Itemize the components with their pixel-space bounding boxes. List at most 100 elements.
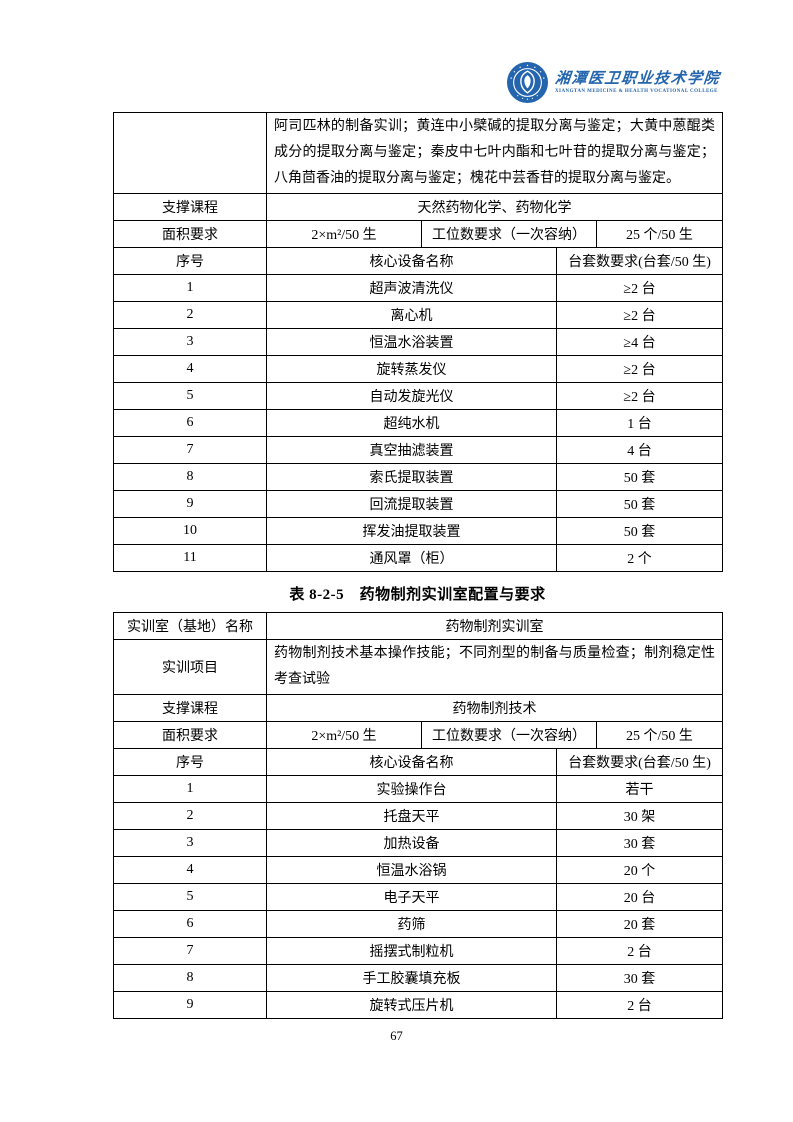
equipment-no: 8 — [113, 463, 267, 491]
equipment-qty: 50 套 — [556, 517, 723, 545]
equipment-qty: ≥2 台 — [556, 274, 723, 302]
area-label: 面积要求 — [113, 220, 267, 248]
support-course-label: 支撑课程 — [113, 694, 267, 722]
empty-label-cell — [113, 112, 267, 194]
equipment-no: 6 — [113, 910, 267, 938]
equipment-header-row: 序号 核心设备名称 台套数要求(台套/50 生) — [113, 748, 723, 776]
equipment-row: 2 托盘天平 30 架 — [113, 802, 723, 830]
equipment-row: 3 加热设备 30 套 — [113, 829, 723, 857]
equipment-no: 3 — [113, 328, 267, 356]
equipment-qty: 2 台 — [556, 991, 723, 1019]
equipment-row: 9 旋转式压片机 2 台 — [113, 991, 723, 1019]
equipment-row: 4 恒温水浴锅 20 个 — [113, 856, 723, 884]
col-qty-header: 台套数要求(台套/50 生) — [556, 748, 723, 776]
area-requirement-row: 面积要求 2×m²/50 生 工位数要求（一次容纳） 25 个/50 生 — [113, 220, 723, 248]
college-name-en: XIANGTAN MEDICINE & HEALTH VOCATIONAL CO… — [555, 88, 718, 94]
equipment-no: 1 — [113, 274, 267, 302]
equipment-name: 旋转蒸发仪 — [266, 355, 557, 383]
equipment-no: 6 — [113, 409, 267, 437]
equipment-name: 自动发旋光仪 — [266, 382, 557, 410]
equipment-header-row: 序号 核心设备名称 台套数要求(台套/50 生) — [113, 247, 723, 275]
equipment-qty: 30 架 — [556, 802, 723, 830]
training-project-row: 实训项目 药物制剂技术基本操作技能；不同剂型的制备与质量检查；制剂稳定性考查试验 — [113, 639, 723, 695]
natural-medicine-lab-table: 阿司匹林的制备实训；黄连中小檗碱的提取分离与鉴定；大黄中蒽醌类成分的提取分离与鉴… — [113, 112, 723, 572]
equipment-qty: 4 台 — [556, 436, 723, 464]
college-logo: 湘潭医卫职业技术学院 XIANGTAN MEDICINE & HEALTH VO… — [506, 61, 721, 104]
equipment-no: 4 — [113, 856, 267, 884]
equipment-name: 离心机 — [266, 301, 557, 329]
support-course-row: 支撑课程 天然药物化学、药物化学 — [113, 193, 723, 221]
equipment-qty: 2 个 — [556, 544, 723, 572]
workstation-label: 工位数要求（一次容纳） — [421, 220, 597, 248]
equipment-row: 1 超声波清洗仪 ≥2 台 — [113, 274, 723, 302]
equipment-qty: 若干 — [556, 775, 723, 803]
equipment-no: 5 — [113, 382, 267, 410]
equipment-qty: ≥4 台 — [556, 328, 723, 356]
equipment-row: 11 通风罩（柜） 2 个 — [113, 544, 723, 572]
equipment-name: 实验操作台 — [266, 775, 557, 803]
equipment-no: 3 — [113, 829, 267, 857]
equipment-row: 8 手工胶囊填充板 30 套 — [113, 964, 723, 992]
equipment-qty: 30 套 — [556, 964, 723, 992]
equipment-name: 药筛 — [266, 910, 557, 938]
equipment-name: 恒温水浴锅 — [266, 856, 557, 884]
equipment-no: 5 — [113, 883, 267, 911]
col-no-header: 序号 — [113, 748, 267, 776]
equipment-no: 10 — [113, 517, 267, 545]
college-seal-icon — [506, 61, 549, 104]
equipment-row: 5 自动发旋光仪 ≥2 台 — [113, 382, 723, 410]
equipment-name: 回流提取装置 — [266, 490, 557, 518]
training-items-text: 阿司匹林的制备实训；黄连中小檗碱的提取分离与鉴定；大黄中蒽醌类成分的提取分离与鉴… — [266, 112, 723, 194]
workstation-label: 工位数要求（一次容纳） — [421, 721, 597, 749]
col-qty-header: 台套数要求(台套/50 生) — [556, 247, 723, 275]
equipment-row: 4 旋转蒸发仪 ≥2 台 — [113, 355, 723, 383]
equipment-no: 9 — [113, 991, 267, 1019]
equipment-row: 7 摇摆式制粒机 2 台 — [113, 937, 723, 965]
equipment-qty: 50 套 — [556, 463, 723, 491]
equipment-row: 5 电子天平 20 台 — [113, 883, 723, 911]
equipment-qty: ≥2 台 — [556, 382, 723, 410]
equipment-row: 7 真空抽滤装置 4 台 — [113, 436, 723, 464]
equipment-qty: 20 个 — [556, 856, 723, 884]
col-no-header: 序号 — [113, 247, 267, 275]
equipment-name: 手工胶囊填充板 — [266, 964, 557, 992]
support-course-row: 支撑课程 药物制剂技术 — [113, 694, 723, 722]
area-label: 面积要求 — [113, 721, 267, 749]
equipment-qty: 20 台 — [556, 883, 723, 911]
support-course-value: 天然药物化学、药物化学 — [266, 193, 723, 221]
equipment-row: 10 挥发油提取装置 50 套 — [113, 517, 723, 545]
equipment-row: 2 离心机 ≥2 台 — [113, 301, 723, 329]
equipment-name: 加热设备 — [266, 829, 557, 857]
equipment-name: 通风罩（柜） — [266, 544, 557, 572]
college-logo-text: 湘潭医卫职业技术学院 XIANGTAN MEDICINE & HEALTH VO… — [554, 70, 721, 95]
equipment-name: 索氏提取装置 — [266, 463, 557, 491]
equipment-no: 4 — [113, 355, 267, 383]
equipment-qty: 50 套 — [556, 490, 723, 518]
equipment-qty: ≥2 台 — [556, 301, 723, 329]
area-value: 2×m²/50 生 — [266, 220, 422, 248]
area-value: 2×m²/50 生 — [266, 721, 422, 749]
training-project-value: 药物制剂技术基本操作技能；不同剂型的制备与质量检查；制剂稳定性考查试验 — [266, 639, 723, 695]
equipment-name: 超声波清洗仪 — [266, 274, 557, 302]
training-project-label: 实训项目 — [113, 639, 267, 695]
page-content: 阿司匹林的制备实训；黄连中小檗碱的提取分离与鉴定；大黄中蒽醌类成分的提取分离与鉴… — [113, 112, 723, 1019]
equipment-name: 超纯水机 — [266, 409, 557, 437]
equipment-no: 7 — [113, 436, 267, 464]
equipment-row: 6 超纯水机 1 台 — [113, 409, 723, 437]
equipment-qty: 2 台 — [556, 937, 723, 965]
pharma-preparation-lab-table: 实训室（基地）名称 药物制剂实训室 实训项目 药物制剂技术基本操作技能；不同剂型… — [113, 612, 723, 1019]
equipment-name: 旋转式压片机 — [266, 991, 557, 1019]
workstation-value: 25 个/50 生 — [596, 721, 723, 749]
col-name-header: 核心设备名称 — [266, 247, 557, 275]
equipment-name: 真空抽滤装置 — [266, 436, 557, 464]
equipment-qty: 30 套 — [556, 829, 723, 857]
equipment-no: 7 — [113, 937, 267, 965]
equipment-row: 8 索氏提取装置 50 套 — [113, 463, 723, 491]
equipment-row: 6 药筛 20 套 — [113, 910, 723, 938]
room-name-value: 药物制剂实训室 — [266, 612, 723, 640]
equipment-row: 9 回流提取装置 50 套 — [113, 490, 723, 518]
support-course-value: 药物制剂技术 — [266, 694, 723, 722]
equipment-no: 2 — [113, 301, 267, 329]
college-name-zh: 湘潭医卫职业技术学院 — [554, 70, 721, 87]
